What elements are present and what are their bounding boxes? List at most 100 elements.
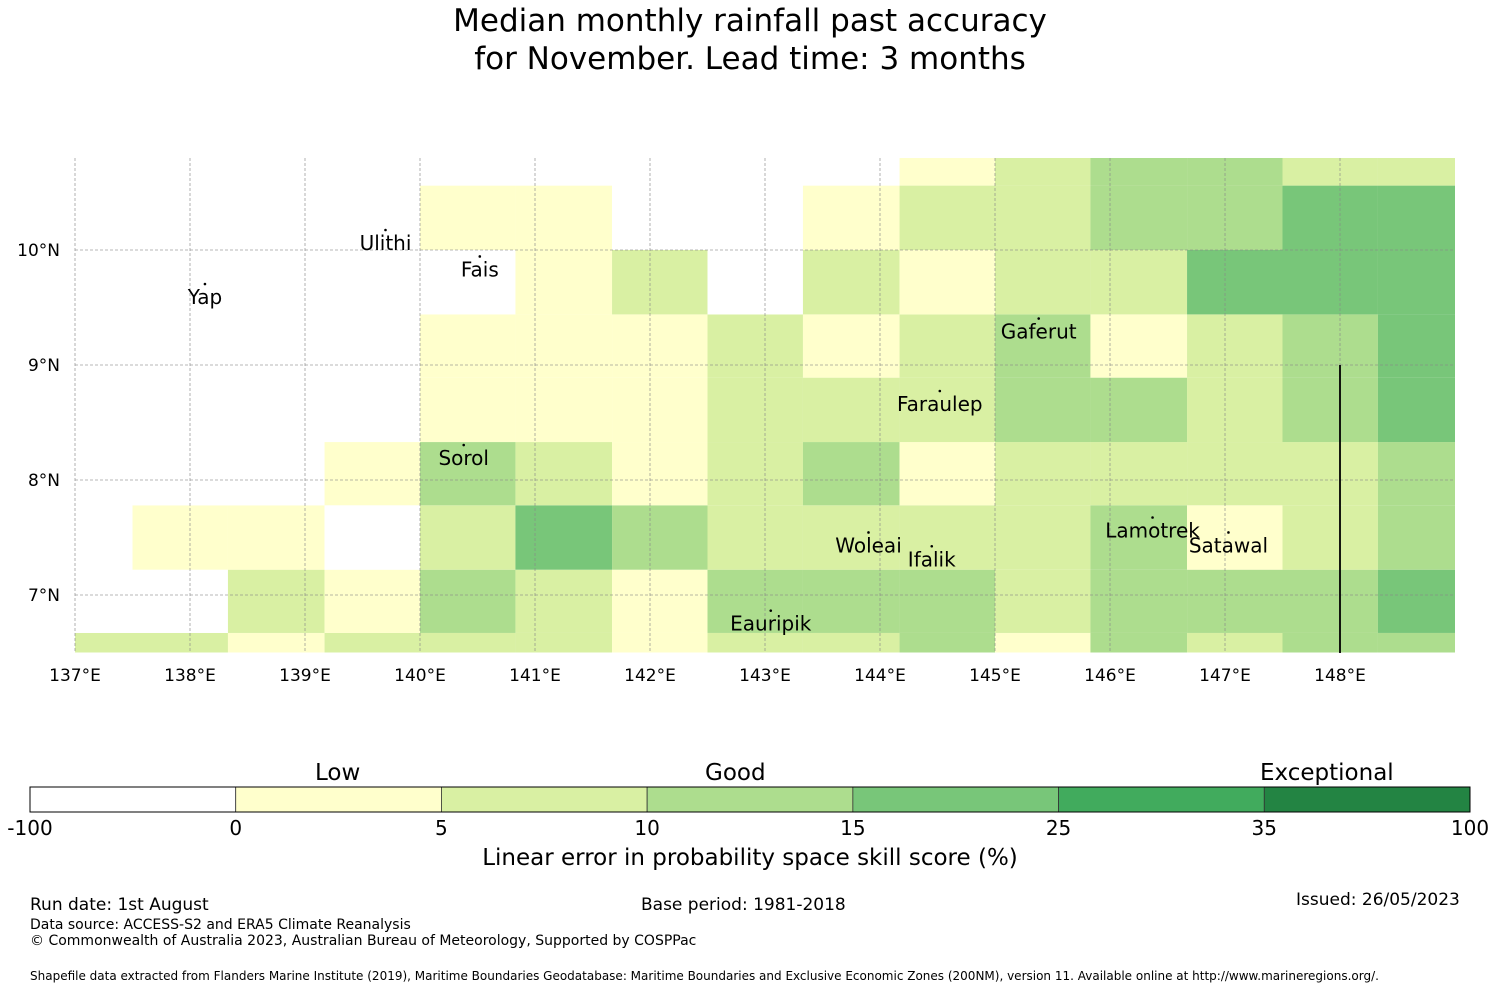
skill-cell [1377, 505, 1455, 570]
lon-tick-label: 139°E [279, 666, 331, 686]
skill-cell [802, 569, 900, 633]
skill-cell [75, 377, 133, 443]
skill-cell [707, 250, 803, 315]
skill-cell [995, 505, 1091, 570]
lon-tick-label: 143°E [739, 666, 791, 686]
skill-cell [995, 442, 1091, 506]
copyright: © Commonwealth of Australia 2023, Austra… [30, 933, 697, 949]
skill-cell [75, 314, 133, 378]
chart-title: Median monthly rainfall past accuracy fo… [0, 2, 1500, 78]
skill-cell [707, 632, 803, 653]
skill-cell [899, 314, 995, 378]
island-marker [769, 609, 773, 612]
skill-cell [707, 314, 803, 378]
island-marker [203, 282, 207, 286]
skill-cell [420, 158, 516, 186]
skill-cell [132, 632, 228, 653]
skill-cell [1187, 158, 1283, 186]
skill-cell [1187, 632, 1283, 653]
skill-cell [132, 442, 228, 506]
lon-tick-label: 145°E [969, 666, 1021, 686]
skill-cell [612, 314, 708, 378]
data-source: Data source: ACCESS-S2 and ERA5 Climate … [30, 917, 411, 933]
island-marker [1037, 317, 1040, 320]
skill-cell [227, 185, 325, 250]
skill-cell [1282, 377, 1378, 443]
island-marker [384, 228, 387, 232]
run-date: Run date: 1st August [30, 895, 209, 915]
skill-cell [515, 377, 613, 443]
skill-cell [324, 632, 420, 653]
skill-cell [707, 442, 803, 506]
colorbar-category-exceptional: Exceptional [1260, 760, 1394, 786]
skill-cell [899, 158, 995, 186]
skill-cell [802, 314, 900, 378]
skill-cell [1282, 569, 1378, 633]
skill-cell [1090, 569, 1188, 633]
skill-cell [420, 442, 516, 506]
skill-cell [1377, 377, 1455, 443]
skill-cell [227, 158, 325, 186]
skill-cell [515, 314, 613, 378]
skill-cell [707, 505, 803, 570]
skill-cell [132, 250, 228, 315]
skill-cell [612, 505, 708, 570]
skill-cell [132, 505, 228, 570]
lon-tick-label: 141°E [509, 666, 561, 686]
colorbar-label: Linear error in probability space skill … [482, 845, 1018, 871]
lon-tick-label: 144°E [854, 666, 906, 686]
skill-cell [612, 377, 708, 443]
skill-cell [1377, 569, 1455, 633]
skill-cell [899, 250, 995, 315]
skill-cell [1187, 505, 1283, 570]
skill-cell [612, 442, 708, 506]
place-label-gaferut: Gaferut [1001, 320, 1077, 344]
skill-cell [420, 185, 516, 250]
skill-cell [899, 442, 995, 506]
lat-tick-label: 10°N [17, 241, 60, 261]
skill-cell [1090, 185, 1188, 250]
skill-cell [75, 158, 133, 186]
skill-cell [612, 185, 708, 250]
colorbar-segment [29, 786, 237, 813]
skill-cell [324, 250, 420, 315]
skill-cell [707, 185, 803, 250]
skill-cell [1187, 185, 1283, 250]
skill-cell [1090, 632, 1188, 653]
skill-cell [612, 632, 708, 653]
skill-cell [802, 505, 900, 570]
skill-cell [1090, 250, 1188, 315]
skill-cell [612, 158, 708, 186]
island-marker [867, 531, 870, 534]
skill-cell [1187, 569, 1283, 633]
colorbar-segment [1263, 786, 1471, 813]
skill-cell [995, 569, 1091, 633]
shapefile-credit: Shapefile data extracted from Flanders M… [30, 969, 1379, 983]
skill-cell [1377, 632, 1455, 653]
colorbar-segment [441, 786, 648, 813]
skill-cell [1377, 158, 1455, 186]
island-marker [1151, 516, 1154, 519]
skill-cell [420, 250, 516, 315]
skill-cell [995, 314, 1091, 378]
island-marker [478, 255, 482, 258]
skill-cell [899, 505, 995, 570]
colorbar-tick-label: 15 [840, 816, 866, 840]
skill-cell [802, 158, 900, 186]
place-label-sorol: Sorol [438, 446, 489, 470]
lon-tick-label: 146°E [1084, 666, 1136, 686]
island-marker [930, 544, 934, 548]
place-label-fais: Fais [461, 257, 499, 281]
skill-cell [132, 158, 228, 186]
colorbar-tick-label: 10 [634, 816, 660, 840]
skill-cell [1187, 377, 1283, 443]
skill-cell [1090, 377, 1188, 443]
skill-cell [899, 185, 995, 250]
skill-cell [324, 377, 420, 443]
skill-cell [75, 505, 133, 570]
place-label-eauripik: Eauripik [730, 612, 812, 636]
skill-cell [707, 377, 803, 443]
issued-date: Issued: 26/05/2023 [1296, 890, 1460, 910]
skill-cell [515, 569, 613, 633]
skill-cell [1282, 442, 1378, 506]
